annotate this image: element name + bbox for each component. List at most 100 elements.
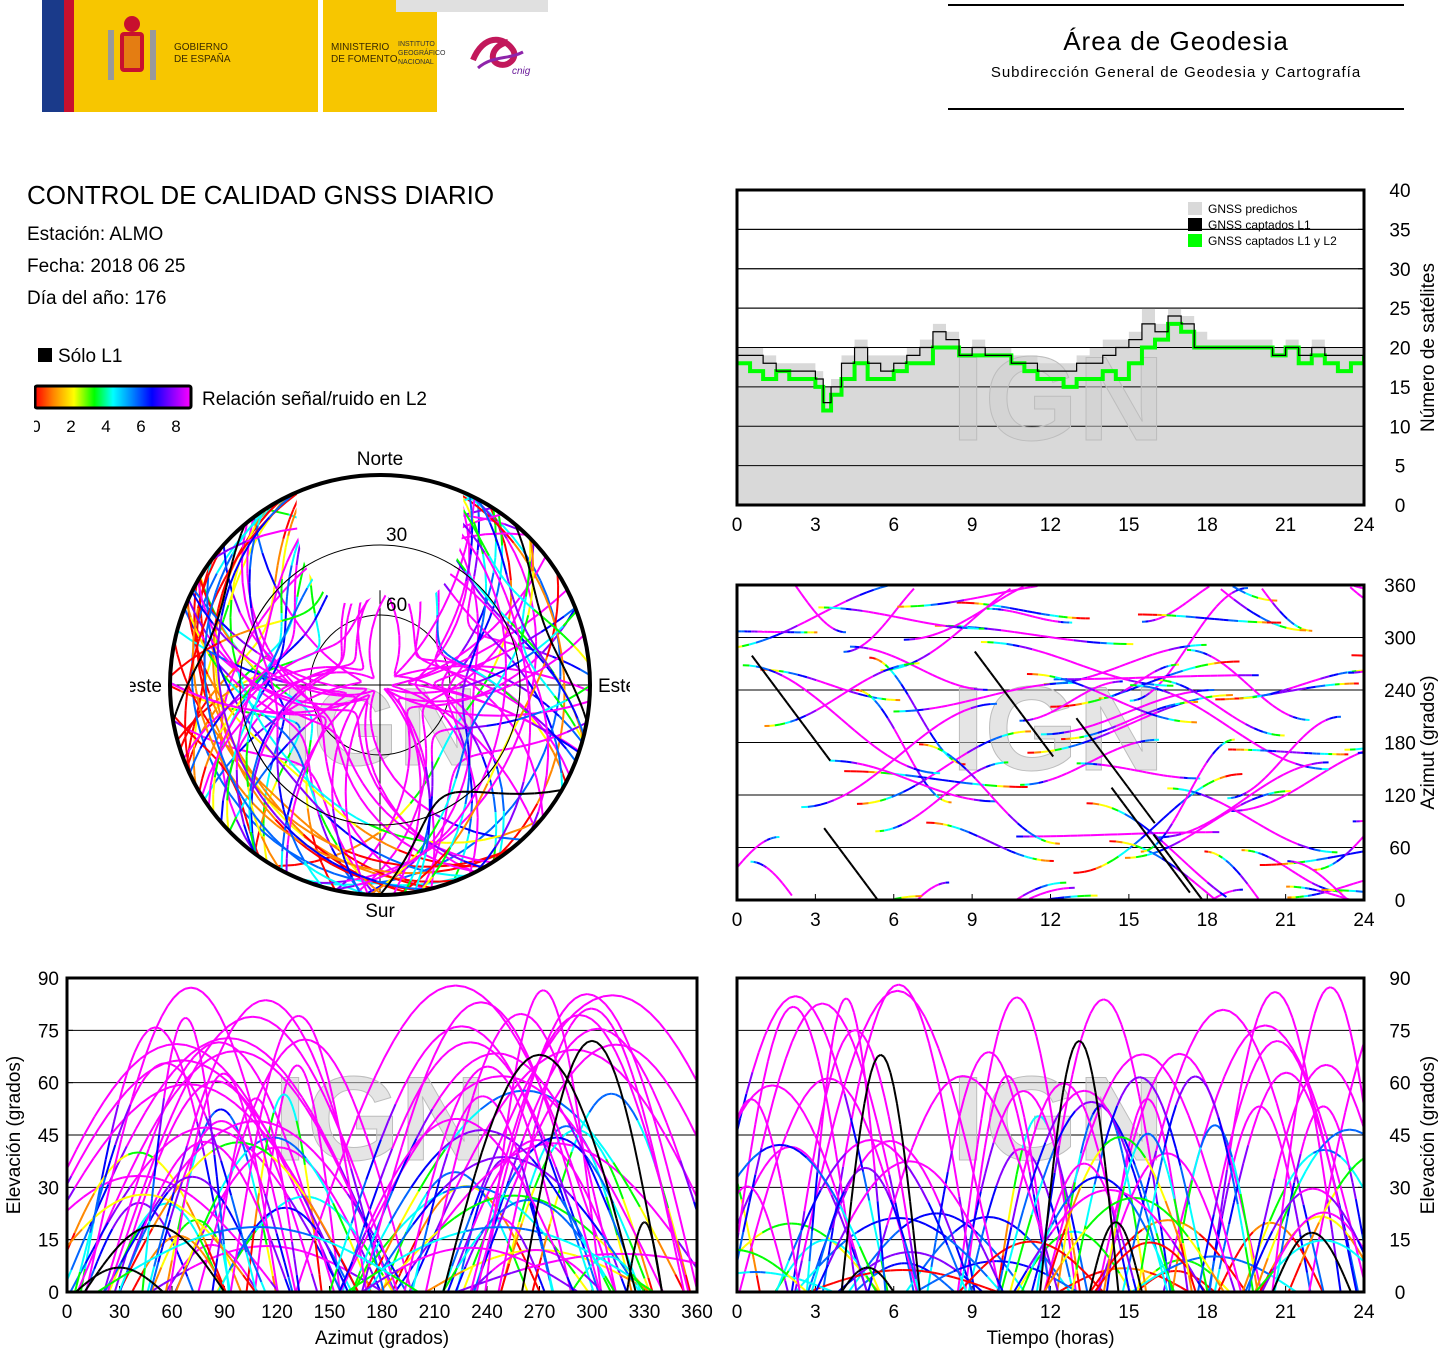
satellite-track xyxy=(345,617,349,627)
satellite-track xyxy=(493,640,502,649)
bottom-rule xyxy=(948,108,1404,110)
x-tick-label: 12 xyxy=(1040,910,1061,930)
satellite-track xyxy=(1009,607,1015,610)
satellite-track xyxy=(943,601,951,605)
satellite-track xyxy=(408,699,419,705)
satellite-track xyxy=(458,825,467,836)
satellite-track xyxy=(1207,662,1215,666)
satellite-track xyxy=(340,635,346,641)
satellite-track xyxy=(1385,817,1389,818)
satellite-track xyxy=(530,663,535,669)
satellite-track xyxy=(1371,820,1375,821)
satellite-track xyxy=(892,666,900,671)
satellite-track xyxy=(1298,736,1304,742)
satellite-track xyxy=(452,834,461,845)
satellite-track xyxy=(1381,812,1385,816)
satellite-track xyxy=(941,881,946,885)
satellite-track xyxy=(1121,711,1129,716)
satellite-track xyxy=(917,775,924,779)
satellite-track xyxy=(922,669,929,674)
satellite-track xyxy=(984,739,991,745)
satellite-track xyxy=(1080,640,1088,643)
satellite-track xyxy=(407,730,411,738)
satellite-track xyxy=(1333,715,1338,719)
satellite-track xyxy=(1144,739,1150,742)
satellite-track xyxy=(1093,756,1100,761)
satellite-track xyxy=(494,541,498,558)
satellite-track xyxy=(452,657,459,665)
satellite-track xyxy=(1079,763,1086,768)
satellite-track xyxy=(862,802,869,805)
satellite-track xyxy=(865,775,874,783)
satellite-track xyxy=(778,669,784,673)
satellite-track xyxy=(440,653,446,658)
satellite-track xyxy=(255,709,272,714)
satellite-track xyxy=(1109,728,1117,734)
satellite-track xyxy=(258,623,268,629)
satellite-track xyxy=(276,672,292,679)
satellite-track xyxy=(1197,692,1203,698)
satellite-track xyxy=(1331,893,1336,897)
satellite-track xyxy=(1376,751,1382,752)
satellite-track xyxy=(243,824,250,840)
satellite-track xyxy=(405,697,412,701)
satellite-track xyxy=(330,668,336,674)
satellite-track xyxy=(466,497,479,508)
satellite-track xyxy=(299,772,306,784)
satellite-track xyxy=(1257,596,1265,601)
satellite-track xyxy=(523,814,532,827)
satellite-track xyxy=(850,648,855,652)
satellite-track xyxy=(271,781,278,791)
satellite-track xyxy=(450,665,464,668)
satellite-track xyxy=(918,667,924,672)
satellite-track xyxy=(971,612,979,618)
satellite-track xyxy=(246,728,251,743)
satellite-track xyxy=(530,685,537,695)
satellite-track xyxy=(934,788,941,793)
satellite-track xyxy=(899,600,905,606)
satellite-track xyxy=(314,779,319,785)
satellite-track xyxy=(1223,709,1229,715)
satellite-track xyxy=(1143,825,1151,833)
satellite-track xyxy=(466,676,476,682)
satellite-track xyxy=(778,878,784,884)
satellite-track xyxy=(484,751,491,755)
satellite-track xyxy=(1007,732,1014,736)
satellite-track xyxy=(365,845,379,855)
satellite-track xyxy=(212,702,219,714)
satellite-track xyxy=(261,608,270,620)
satellite-track xyxy=(251,833,257,855)
satellite-track xyxy=(346,819,357,834)
satellite-track xyxy=(947,703,954,707)
satellite-track xyxy=(398,860,415,875)
satellite-track xyxy=(441,742,448,751)
satellite-track xyxy=(232,649,238,666)
satellite-track xyxy=(1375,605,1378,606)
satellite-track xyxy=(499,670,507,681)
satellite-track xyxy=(261,629,266,636)
satellite-track xyxy=(304,680,314,688)
satellite-track xyxy=(535,777,542,798)
satellite-track xyxy=(274,701,278,709)
satellite-track xyxy=(489,782,495,798)
satellite-track xyxy=(219,665,230,677)
satellite-track xyxy=(1290,744,1297,750)
satellite-track xyxy=(1084,869,1091,873)
satellite-track xyxy=(279,757,286,761)
l1-only-track xyxy=(552,646,558,655)
satellite-track xyxy=(345,877,364,883)
satellite-track xyxy=(832,627,837,632)
satellite-track xyxy=(839,792,848,799)
satellite-track xyxy=(1169,671,1177,676)
satellite-track xyxy=(481,610,486,623)
satellite-track xyxy=(296,733,300,739)
satellite-track xyxy=(512,599,517,606)
satellite-track xyxy=(1093,641,1101,644)
satellite-track xyxy=(1275,761,1282,767)
satellite-track xyxy=(1238,793,1243,798)
satellite-track xyxy=(415,678,419,683)
satellite-track xyxy=(927,803,934,809)
satellite-track xyxy=(459,549,467,566)
satellite-track xyxy=(269,656,276,666)
satellite-track xyxy=(477,665,492,668)
